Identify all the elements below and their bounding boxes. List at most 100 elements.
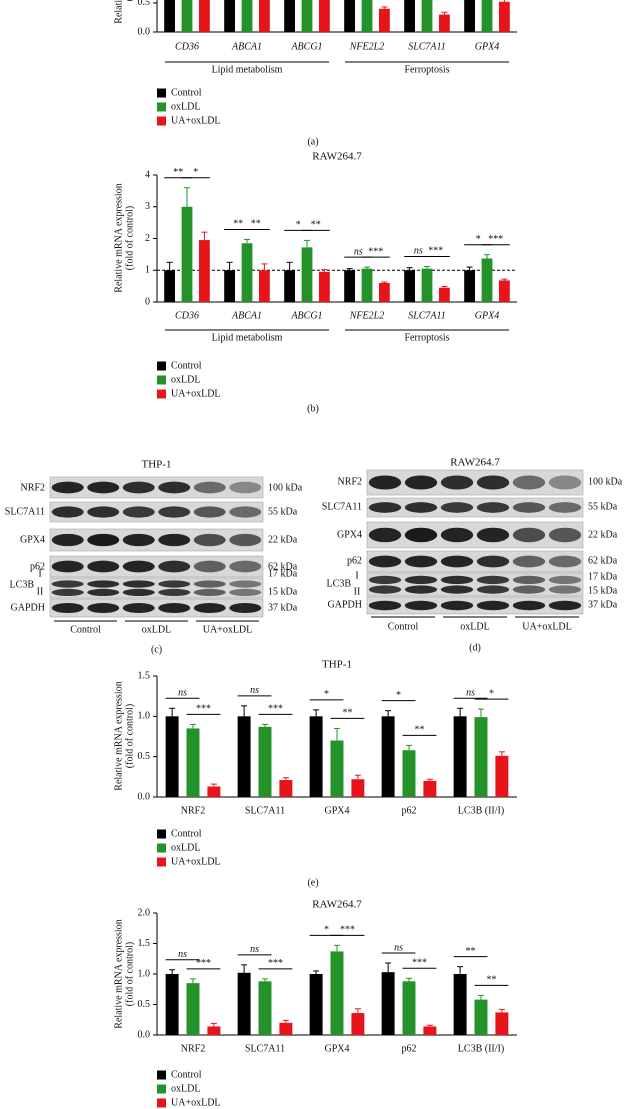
y-tick-label: 0.0: [138, 1029, 151, 1040]
blot-strip: [366, 572, 584, 597]
bar: [237, 716, 251, 797]
bar: [351, 779, 365, 797]
blot-band: [158, 533, 191, 547]
blot-band: [440, 475, 474, 490]
x-tick-label: GPX4: [324, 805, 349, 816]
blot-band: [440, 600, 474, 611]
y-tick-label: 3: [145, 201, 150, 212]
blot-band: [193, 533, 226, 547]
blot-band: [51, 560, 84, 573]
blot-band: [87, 481, 120, 494]
blot-band: [404, 475, 438, 490]
y-axis-title: (fold of control): [124, 0, 135, 1]
panel-label: (d): [469, 642, 481, 653]
y-tick-label: 1: [145, 265, 150, 276]
bar: [330, 740, 344, 797]
blot-band: [368, 555, 402, 568]
bar: [207, 1026, 221, 1035]
blot-band: [122, 506, 155, 518]
bar: [402, 750, 416, 797]
bar: [259, 0, 270, 32]
significance-label: *: [193, 167, 198, 178]
panel-label: (e): [307, 877, 318, 888]
bar: [165, 716, 179, 797]
legend-swatch: [157, 829, 166, 839]
y-tick-label: 1.5: [138, 938, 151, 949]
bar: [423, 780, 437, 797]
significance-label: ***: [428, 246, 443, 257]
legend-label: Control: [171, 87, 202, 98]
bar: [224, 0, 235, 32]
x-tick-label: NFE2L2: [349, 310, 384, 321]
x-tick-label: ABCA1: [231, 41, 262, 52]
lc3b-band-label: II: [37, 586, 44, 597]
significance-label: *: [396, 690, 401, 701]
significance-label: ***: [340, 925, 355, 936]
bar: [474, 717, 488, 797]
x-tick-label: CD36: [175, 41, 199, 52]
bar: [279, 780, 293, 797]
blot-band: [512, 502, 546, 513]
bar: [379, 282, 390, 302]
molecular-weight: 15 kDa: [588, 585, 618, 596]
legend-label: Control: [171, 828, 202, 839]
bar: [164, 0, 175, 32]
blot-band: [440, 502, 474, 513]
legend-swatch: [157, 361, 166, 371]
y-tick-label: 0: [145, 296, 150, 307]
group-label: Ferroptosis: [405, 64, 450, 75]
blot-band: [476, 585, 510, 594]
molecular-weight: 37 kDa: [268, 602, 298, 613]
x-tick-label: NRF2: [181, 805, 205, 816]
blot-band: [229, 533, 262, 547]
significance-label: ***: [368, 246, 383, 257]
x-tick-label: p62: [402, 805, 417, 816]
bar: [199, 0, 210, 32]
blot-title: RAW264.7: [450, 457, 500, 469]
bar: [495, 1012, 509, 1035]
legend-label: UA+oxLDL: [171, 388, 221, 399]
molecular-weight: 17 kDa: [588, 571, 618, 582]
blot-band: [476, 475, 510, 490]
bar: [241, 243, 253, 302]
legend-label: UA+oxLDL: [171, 115, 221, 126]
y-tick-label: 0.5: [138, 751, 151, 762]
significance-label: ns: [178, 949, 187, 960]
bar: [404, 0, 415, 32]
x-tick-label: ABCG1: [290, 41, 322, 52]
significance-label: ns: [466, 688, 475, 699]
blot-band: [229, 481, 262, 494]
bar: [284, 0, 295, 32]
blot-row-label: LC3B: [10, 579, 35, 590]
legend-label: UA+oxLDL: [171, 856, 221, 867]
y-tick-label: 1.5: [138, 670, 151, 681]
legend-swatch: [157, 1098, 166, 1108]
blot-band: [51, 588, 84, 597]
bar: [279, 1022, 293, 1035]
y-tick-label: 0.0: [138, 26, 151, 37]
blot-band: [158, 481, 191, 494]
blot-band: [440, 527, 474, 543]
y-tick-label: 0.0: [138, 791, 151, 802]
chart-title: RAW264.7: [312, 899, 362, 911]
molecular-weight: 100 kDa: [268, 482, 303, 493]
bar: [421, 268, 433, 302]
x-tick-label: ABCG1: [290, 310, 322, 321]
blot-band: [158, 560, 191, 573]
bar: [224, 270, 235, 302]
legend-swatch: [157, 857, 166, 867]
significance-label: ns: [250, 685, 259, 696]
blot-band: [193, 506, 226, 518]
blot-band: [476, 502, 510, 513]
legend-swatch: [157, 389, 166, 399]
blot-band: [193, 580, 226, 588]
blot-band: [368, 502, 402, 513]
bar: [164, 270, 175, 302]
y-tick-label: 4: [145, 169, 150, 180]
molecular-weight: 22 kDa: [268, 534, 298, 545]
significance-label: **: [342, 708, 352, 719]
y-tick-label: 2: [145, 233, 150, 244]
blot-band: [51, 533, 84, 547]
x-tick-label: ABCA1: [231, 310, 262, 321]
blot-row-label: p62: [30, 561, 45, 572]
